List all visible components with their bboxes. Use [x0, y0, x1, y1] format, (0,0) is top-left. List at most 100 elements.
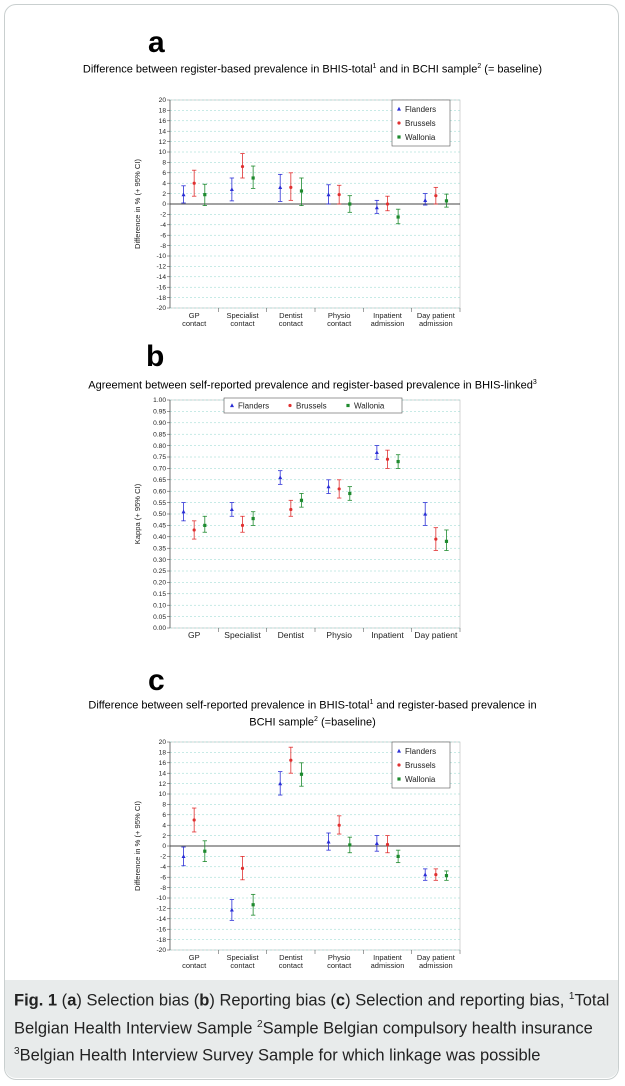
y-tick-label: 4 [162, 822, 166, 829]
y-tick-label: 0.20 [153, 580, 166, 587]
data-point [299, 498, 304, 502]
legend-box [391, 741, 451, 789]
series-brussels [191, 746, 439, 881]
y-tick-label: -8 [160, 885, 166, 892]
y-tick-label: 0.55 [153, 500, 166, 507]
data-point [192, 818, 196, 822]
y-tick-label: 10 [159, 149, 167, 156]
legend-marker [397, 135, 401, 139]
panel-a-title-sup-1: 1 [372, 63, 377, 70]
panel-c-letter: c [148, 664, 165, 697]
data-point [289, 507, 293, 512]
caption-footnote-text-3: Belgian Health Interview Survey Sample f… [19, 1046, 541, 1065]
caption-footnote-mark-2: 2 [257, 1018, 263, 1030]
data-point [326, 839, 331, 844]
data-point [289, 758, 293, 762]
category-label: GP [189, 953, 200, 962]
data-point [229, 187, 234, 192]
y-tick-label: 1.00 [153, 397, 166, 404]
data-point [278, 185, 283, 189]
caption-part-5: c [335, 991, 346, 1010]
y-tick-label: 10 [159, 791, 167, 798]
category-label: admission [371, 961, 405, 970]
legend-marker [288, 403, 292, 408]
category-label: Specialist [226, 953, 259, 962]
caption-footnote-mark-3: 3 [14, 1046, 20, 1057]
panel-b-letter: b [146, 340, 165, 373]
data-point [374, 205, 379, 210]
data-point [181, 192, 186, 197]
category-label: Day patient [414, 630, 458, 640]
legend-label: Brussels [405, 119, 436, 128]
data-point [444, 539, 449, 543]
y-tick-label: -16 [156, 926, 166, 933]
y-tick-label: -12 [156, 906, 166, 913]
chart-c: -20-18-16-14-12-10-8-6-4-202468101214161… [133, 739, 461, 970]
y-tick-label: 6 [162, 812, 166, 819]
panel-a-title: Difference between register-based preval… [0, 60, 625, 77]
y-tick-label: -2 [160, 212, 166, 219]
data-point [326, 192, 331, 197]
data-point [181, 509, 186, 514]
legend-label: Wallonia [354, 402, 385, 411]
data-point [385, 842, 390, 847]
y-tick-label: 0.85 [153, 431, 166, 438]
y-tick-label: 2 [162, 833, 166, 840]
category-label: Inpatient [371, 630, 404, 640]
data-point [192, 528, 196, 532]
panel-c-title-text-2: and register-based prevalence in [373, 699, 537, 712]
y-tick-label: -16 [156, 284, 166, 291]
legend-marker [397, 777, 401, 781]
y-tick-label: 0.60 [153, 488, 166, 495]
panel-a-title-sup-2: 2 [477, 63, 482, 70]
data-point [240, 164, 245, 169]
y-tick-label: 0.35 [153, 545, 166, 552]
y-tick-label: -8 [160, 243, 166, 250]
category-label: Day patient [417, 953, 456, 962]
series-wallonia [202, 454, 449, 551]
y-tick-label: -20 [156, 947, 166, 954]
caption-footnote-mark-1: 1 [568, 991, 575, 1002]
category-label: Dentist [279, 311, 303, 320]
data-point [423, 511, 428, 516]
legend-marker [397, 763, 401, 767]
caption-footnote-text-1: Total Belgian Health Interview Sample [14, 991, 610, 1038]
data-point [434, 537, 438, 541]
data-point [337, 193, 341, 197]
data-point [240, 523, 245, 527]
y-tick-label: -4 [160, 864, 166, 871]
panel-c-title-text-3: BCHI sample [249, 716, 315, 729]
y-tick-label: 0.30 [153, 557, 166, 564]
panel-c-title-text-1: Difference between self-reported prevale… [88, 699, 370, 712]
y-tick-label: 0.70 [153, 466, 166, 473]
y-tick-label: 20 [159, 97, 167, 104]
legend-label: Flanders [405, 747, 436, 756]
y-tick-label: 12 [159, 139, 167, 146]
y-tick-label: -4 [160, 222, 166, 229]
category-label: Inpatient [373, 953, 403, 962]
y-tick-label: 0 [162, 201, 166, 208]
data-point [434, 194, 438, 198]
category-label: admission [419, 961, 453, 970]
data-point [278, 475, 283, 480]
category-label: contact [279, 319, 304, 328]
y-tick-label: 0.75 [153, 454, 166, 461]
y-tick-label: 0.00 [153, 625, 166, 632]
data-point [348, 202, 352, 206]
y-tick-label: 14 [159, 128, 167, 135]
data-point [396, 459, 400, 464]
y-tick-label: 8 [162, 802, 166, 809]
caption-part-1: a [67, 991, 77, 1010]
data-point [203, 523, 207, 527]
panel-c-title-sup-1: 1 [369, 699, 374, 706]
category-label: Dentist [279, 953, 303, 962]
category-label: contact [327, 961, 352, 970]
data-point [434, 873, 438, 877]
legend-label: Wallonia [405, 775, 436, 784]
data-point [348, 843, 352, 847]
data-point [181, 854, 186, 858]
data-point [396, 854, 400, 858]
caption-part-4: ) Reporting bias ( [209, 991, 336, 1010]
y-tick-label: 0.65 [153, 477, 166, 484]
panel-c-title-line-2: BCHI sample2 (=baseline) [0, 713, 625, 730]
